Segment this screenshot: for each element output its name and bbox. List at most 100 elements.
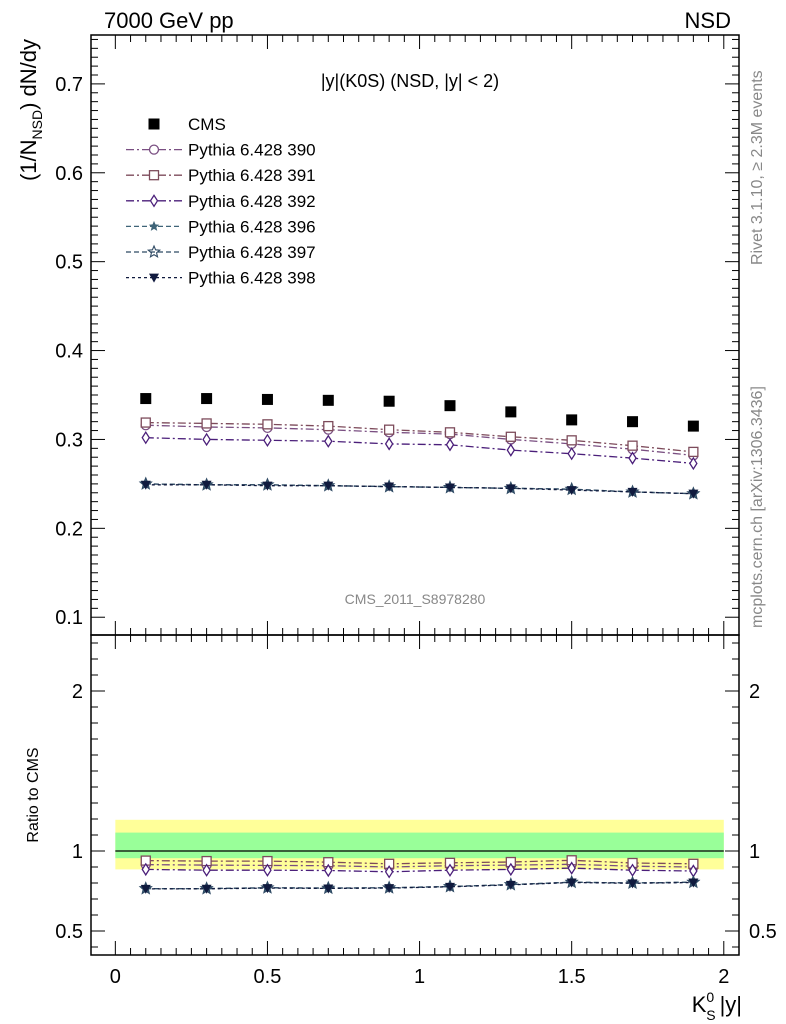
header-process-label: NSD bbox=[685, 8, 731, 33]
cms-point bbox=[261, 393, 273, 405]
cms-point bbox=[687, 420, 699, 432]
x-axis-label: K0 S |y| bbox=[692, 989, 742, 1023]
p391-point bbox=[627, 440, 638, 451]
main-y-axis-label: (1/NNSD) dN/dy bbox=[16, 39, 45, 181]
analysis-watermark: CMS_2011_S8978280 bbox=[345, 591, 486, 607]
legend-marker-p396 bbox=[148, 220, 160, 231]
ratio-p392-line bbox=[145, 867, 694, 873]
main-y-tick-label: 0.7 bbox=[55, 74, 83, 96]
p398-point bbox=[140, 480, 151, 490]
p392-line bbox=[145, 437, 694, 465]
p398-point bbox=[201, 480, 212, 490]
legend-marker-p397 bbox=[146, 244, 162, 259]
p392-point bbox=[506, 443, 516, 457]
ratio-p398-point bbox=[201, 884, 212, 894]
p391-point bbox=[383, 424, 395, 435]
p391-point bbox=[140, 417, 151, 428]
ratio-x-ticks: 0 0.5 1 1.5 2 bbox=[110, 635, 729, 988]
legend-label-p396: Pythia 6.428 396 bbox=[188, 217, 316, 236]
p398-point bbox=[505, 484, 516, 494]
ratio-y-axis-label: Ratio to CMS bbox=[25, 747, 42, 842]
ratio-series-group bbox=[138, 855, 701, 895]
ratio-p398-point bbox=[262, 884, 273, 894]
ratio-y-tick-label-right: 0.5 bbox=[749, 921, 777, 943]
ratio-p392-point bbox=[202, 863, 211, 877]
main-y-tick-label: 0.2 bbox=[55, 518, 83, 540]
ratio-p398-point bbox=[505, 880, 516, 890]
ratio-p390-line bbox=[145, 863, 694, 868]
ratio-p398-point bbox=[444, 882, 455, 892]
ratio-p398-line bbox=[145, 881, 694, 890]
main-y-tick-label: 0.1 bbox=[55, 607, 83, 629]
ratio-p392-point bbox=[567, 861, 576, 875]
main-y-tick-label: 0.4 bbox=[55, 341, 83, 363]
main-x-ticks bbox=[114, 35, 725, 635]
legend-marker-p390 bbox=[148, 144, 160, 155]
ratio-y-tick-label-right: 2 bbox=[749, 681, 760, 703]
ratio-p392-point bbox=[506, 862, 516, 877]
p391-point bbox=[262, 419, 273, 430]
ratio-p392-point bbox=[445, 863, 455, 877]
ratio-p398-point bbox=[566, 878, 577, 888]
main-panel: 0.1 0.2 0.3 0.4 0.5 0.6 0.7 |y|(K0S) (NSD, |y|… bbox=[55, 34, 740, 636]
p398-point bbox=[627, 487, 638, 497]
legend-marker-cms bbox=[148, 118, 160, 130]
cms-point bbox=[444, 400, 456, 412]
p392-point bbox=[384, 437, 394, 451]
p392-point bbox=[141, 430, 151, 445]
cms-point bbox=[140, 393, 152, 405]
p391-point bbox=[444, 427, 456, 438]
rivet-version-label: Rivet 3.1.10, ≥ 2.3M events bbox=[749, 70, 766, 265]
p392-point bbox=[445, 438, 455, 452]
ratio-uncertainty-bands bbox=[115, 819, 724, 870]
main-y-tick-label: 0.5 bbox=[55, 252, 83, 274]
ratio-y-tick-label-right: 1 bbox=[749, 841, 760, 863]
legend: CMS Pythia 6.428 390 Pythia 6.428 391 Pythi… bbox=[126, 115, 316, 288]
main-title: |y|(K0S) (NSD, |y| < 2) bbox=[321, 71, 499, 91]
cms-point bbox=[627, 416, 639, 428]
ratio-frame bbox=[90, 634, 740, 956]
ratio-p398-point bbox=[384, 884, 395, 894]
legend-label-p390: Pythia 6.428 390 bbox=[188, 141, 316, 160]
main-y-tick-label: 0.6 bbox=[55, 163, 83, 185]
p398-point bbox=[688, 489, 699, 499]
p398-point bbox=[262, 481, 273, 491]
p391-point bbox=[505, 431, 516, 442]
p391-point bbox=[323, 420, 334, 432]
legend-marker-p391 bbox=[148, 170, 160, 181]
p392-point bbox=[202, 432, 211, 447]
cms-point bbox=[566, 414, 578, 426]
p392-point bbox=[324, 434, 333, 448]
x-tick-label: 0.5 bbox=[254, 966, 282, 988]
legend-label-p398: Pythia 6.428 398 bbox=[188, 269, 316, 288]
ratio-band-stat bbox=[115, 832, 724, 859]
ratio-p398-point bbox=[140, 884, 151, 894]
p397-line bbox=[145, 483, 694, 495]
p398-point bbox=[323, 481, 334, 491]
legend-label-p392: Pythia 6.428 392 bbox=[188, 192, 316, 211]
p391-point bbox=[688, 446, 699, 458]
ratio-y-tick-label: 2 bbox=[72, 681, 83, 703]
p390-line bbox=[145, 424, 694, 457]
cms-point bbox=[383, 395, 395, 407]
p392-point bbox=[567, 446, 576, 461]
main-y-ticks: 0.1 0.2 0.3 0.4 0.5 0.6 0.7 bbox=[55, 38, 739, 629]
ratio-y-tick-label: 1 bbox=[72, 841, 83, 863]
x-tick-label: 2 bbox=[718, 966, 729, 988]
ratio-panel: 0.5 0.5 1 1 2 2 0 0.5 1 1.5 2 bbox=[55, 634, 777, 988]
ratio-p392-point bbox=[263, 863, 272, 877]
p391-line bbox=[145, 421, 694, 453]
p391-point bbox=[566, 435, 577, 446]
mcplots-label: mcplots.cern.ch [arXiv:1306.3436] bbox=[749, 386, 766, 628]
p398-point bbox=[384, 482, 395, 492]
ratio-p398-point bbox=[323, 884, 334, 894]
legend-label-p397: Pythia 6.428 397 bbox=[188, 243, 316, 262]
legend-marker-p398 bbox=[149, 273, 159, 283]
ratio-p398-point bbox=[627, 879, 638, 889]
p392-point bbox=[263, 433, 272, 448]
ratio-p392-point bbox=[141, 862, 151, 877]
ratio-p392-point bbox=[324, 863, 333, 878]
x-tick-label: 0 bbox=[110, 966, 121, 988]
p392-point bbox=[689, 456, 698, 471]
